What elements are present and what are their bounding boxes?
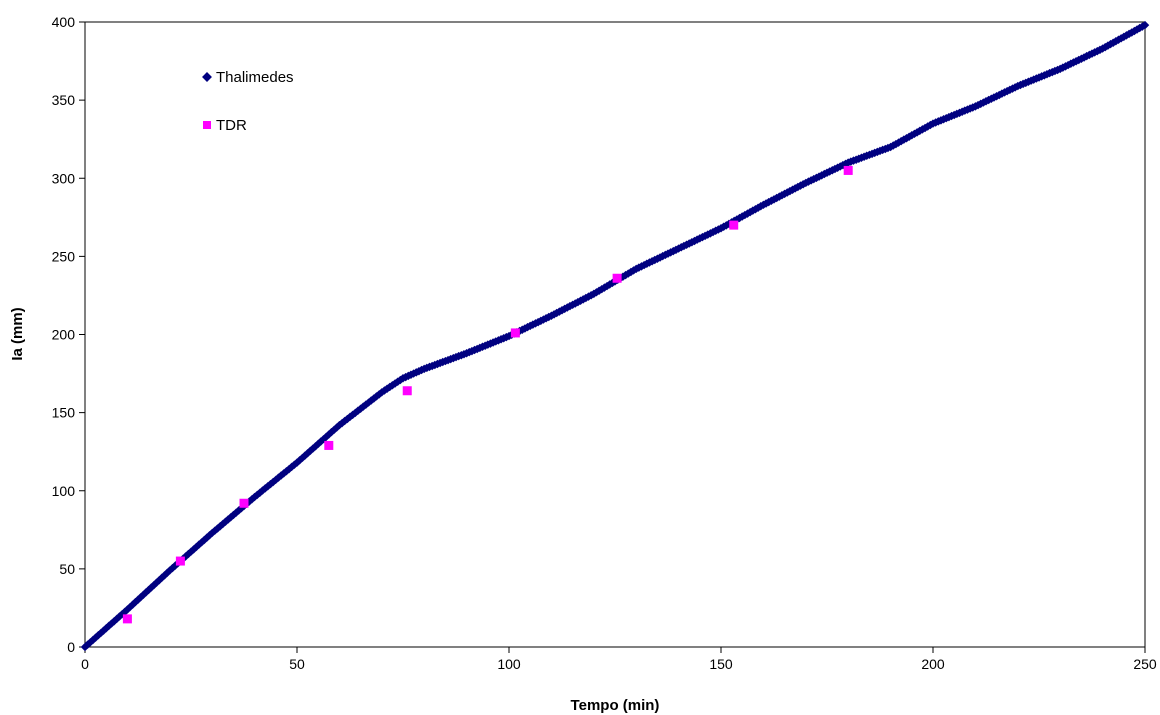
- x-tick-label: 100: [497, 656, 521, 672]
- series-layer: [80, 20, 1150, 652]
- x-tick-label: 0: [81, 656, 89, 672]
- y-tick-label: 50: [59, 561, 75, 577]
- tdr-point: [510, 328, 520, 338]
- tdr-point: [612, 273, 622, 283]
- tdr-point: [122, 614, 132, 624]
- plot-area: [84, 21, 1146, 648]
- x-tick-label: 150: [709, 656, 733, 672]
- axis-tick-labels: 0 50 100 150 200 250 0 50 100 150 200 250 300 350 400: [52, 14, 1157, 672]
- y-tick-label: 400: [52, 14, 76, 30]
- tdr-point: [239, 498, 249, 508]
- tdr-point: [729, 220, 739, 230]
- legend-label-tdr: TDR: [216, 117, 247, 134]
- x-tick-label: 250: [1133, 656, 1157, 672]
- legend-marker-tdr: [203, 121, 211, 129]
- y-tick-label: 200: [52, 327, 76, 343]
- tdr-point: [175, 556, 185, 566]
- axis-ticks: [79, 21, 1146, 653]
- legend-label-thalimedes: Thalimedes: [216, 69, 294, 86]
- y-axis-title: Ia (mm): [9, 307, 26, 360]
- legend-marker-thalimedes: [202, 72, 212, 82]
- y-tick-label: 100: [52, 483, 76, 499]
- tdr-point: [324, 440, 334, 450]
- y-tick-label: 350: [52, 92, 76, 108]
- series-tdr: [122, 165, 853, 624]
- x-axis-title: Tempo (min): [571, 697, 660, 714]
- tdr-point: [402, 386, 412, 396]
- x-tick-label: 200: [921, 656, 945, 672]
- y-tick-label: 0: [67, 639, 75, 655]
- x-tick-label: 50: [289, 656, 305, 672]
- y-tick-label: 150: [52, 405, 76, 421]
- tdr-point: [843, 165, 853, 175]
- y-tick-label: 300: [52, 170, 76, 186]
- y-tick-label: 250: [52, 248, 76, 264]
- legend: Thalimedes TDR: [202, 69, 294, 134]
